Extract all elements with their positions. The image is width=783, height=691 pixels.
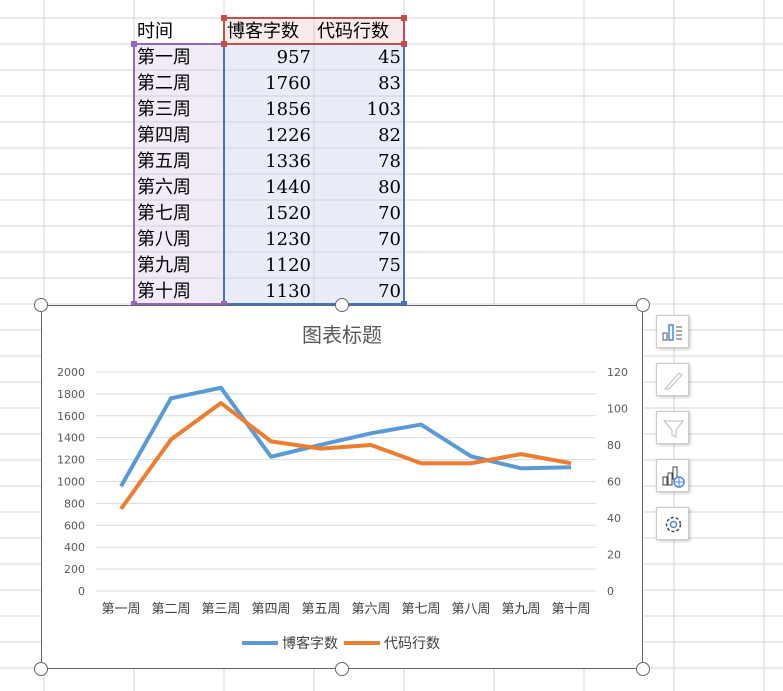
- y-tick-label: 1600: [57, 410, 85, 423]
- x-tick-label: 第九周: [501, 602, 540, 617]
- settings-button[interactable]: [656, 507, 689, 540]
- table-cell[interactable]: 第一周: [137, 47, 191, 68]
- x-tick-label: 第六周: [351, 602, 390, 617]
- table-cell[interactable]: 第三周: [137, 99, 191, 120]
- y-tick-label: 800: [64, 497, 85, 510]
- chart[interactable]: 图表标题 0 200 400 600 800 1000 1200 1400 1600 1800 200…: [41, 305, 643, 669]
- y-tick-label: 1200: [57, 454, 85, 467]
- range-handle[interactable]: [221, 41, 227, 47]
- chart-type-icon: [662, 466, 685, 488]
- table-cell[interactable]: 78: [378, 151, 401, 172]
- range-handle[interactable]: [131, 41, 137, 47]
- series-line-1[interactable]: [119, 385, 572, 488]
- range-handle[interactable]: [131, 301, 137, 307]
- table-cell[interactable]: 1130: [265, 281, 311, 302]
- range-handle[interactable]: [401, 301, 407, 307]
- table-cell[interactable]: 1856: [265, 99, 311, 120]
- table-cell[interactable]: 第十周: [137, 281, 191, 302]
- table-cell[interactable]: 第七周: [137, 203, 191, 224]
- resize-handle[interactable]: [636, 662, 650, 676]
- resize-handle[interactable]: [636, 298, 650, 312]
- y2-tick-label: 0: [607, 585, 614, 598]
- y2-tick-label: 100: [607, 403, 628, 416]
- header-cell[interactable]: 博客字数: [227, 21, 299, 42]
- table-cell[interactable]: 1440: [265, 177, 311, 198]
- x-tick-label: 第二周: [151, 602, 190, 617]
- resize-handle[interactable]: [335, 298, 349, 312]
- y2-tick-label: 120: [607, 366, 628, 379]
- table-cell[interactable]: 1230: [265, 229, 311, 250]
- y-tick-label: 1800: [57, 388, 85, 401]
- y-tick-label: 200: [64, 563, 85, 576]
- y2-tick-label: 80: [607, 439, 621, 452]
- resize-handle[interactable]: [34, 298, 48, 312]
- x-tick-label: 第一周: [101, 602, 140, 617]
- resize-handle[interactable]: [34, 662, 48, 676]
- table-cell[interactable]: 1760: [265, 73, 311, 94]
- y2-tick-label: 20: [607, 549, 621, 562]
- series-line-2[interactable]: [119, 401, 572, 511]
- table-cell[interactable]: 1336: [265, 151, 311, 172]
- x-tick-label: 第五周: [301, 602, 340, 617]
- x-tick-label: 第十周: [551, 602, 590, 617]
- table-cell[interactable]: 1520: [265, 203, 311, 224]
- chart-filter-button[interactable]: [656, 411, 689, 444]
- range-handle[interactable]: [401, 41, 407, 47]
- y2-tick-label: 40: [607, 512, 621, 525]
- table-cell[interactable]: 第六周: [137, 177, 191, 198]
- table-cell[interactable]: 第九周: [137, 255, 191, 276]
- table-cell[interactable]: 75: [378, 255, 401, 276]
- y-tick-label: 0: [78, 585, 85, 598]
- x-tick-label: 第七周: [401, 602, 440, 617]
- chart-type-button[interactable]: [656, 459, 689, 492]
- table-cell[interactable]: 45: [378, 47, 401, 68]
- header-cell[interactable]: 代码行数: [317, 21, 389, 42]
- table-cell[interactable]: 70: [378, 229, 401, 250]
- table-cell[interactable]: 70: [378, 203, 401, 224]
- series-name-range-highlight: [223, 17, 405, 45]
- x-tick-label: 第三周: [201, 602, 240, 617]
- settings-icon: [665, 516, 682, 533]
- chart-style-button[interactable]: [656, 363, 689, 396]
- x-tick-label: 第四周: [251, 602, 290, 617]
- table-cell[interactable]: 第四周: [137, 125, 191, 146]
- chart-filter-icon: [662, 420, 685, 438]
- legend-label[interactable]: 博客字数: [282, 635, 338, 652]
- header-cell[interactable]: 时间: [137, 21, 173, 42]
- table-cell[interactable]: 80: [378, 177, 401, 198]
- table-cell[interactable]: 1120: [265, 255, 311, 276]
- y-tick-label: 400: [64, 541, 85, 554]
- table-cell[interactable]: 957: [276, 47, 311, 68]
- chart-elements-icon: [662, 324, 682, 341]
- table-cell[interactable]: 83: [378, 73, 401, 94]
- table-cell[interactable]: 82: [378, 125, 401, 146]
- legend-label[interactable]: 代码行数: [384, 636, 440, 652]
- chart-elements-button[interactable]: [656, 315, 689, 348]
- y2-tick-label: 60: [607, 476, 621, 489]
- range-handle[interactable]: [221, 301, 227, 307]
- table-cell[interactable]: 第二周: [137, 73, 191, 94]
- y-tick-label: 1000: [57, 476, 85, 489]
- table-cell[interactable]: 103: [366, 99, 401, 120]
- line-chart: 图表标题020040060080010001200140016001800200…: [57, 323, 628, 652]
- table-cell[interactable]: 1226: [265, 125, 311, 146]
- x-tick-label: 第八周: [451, 602, 490, 617]
- range-handle[interactable]: [221, 15, 227, 21]
- table-cell[interactable]: 70: [378, 281, 401, 302]
- y-tick-label: 1400: [57, 432, 85, 445]
- chart-title[interactable]: 图表标题: [302, 323, 382, 347]
- chart-style-icon: [663, 372, 683, 390]
- y-tick-label: 2000: [57, 366, 85, 379]
- range-handle[interactable]: [401, 15, 407, 21]
- resize-handle[interactable]: [335, 662, 349, 676]
- y-tick-label: 600: [64, 519, 85, 532]
- table-cell[interactable]: 第五周: [137, 151, 191, 172]
- table-cell[interactable]: 第八周: [137, 229, 191, 250]
